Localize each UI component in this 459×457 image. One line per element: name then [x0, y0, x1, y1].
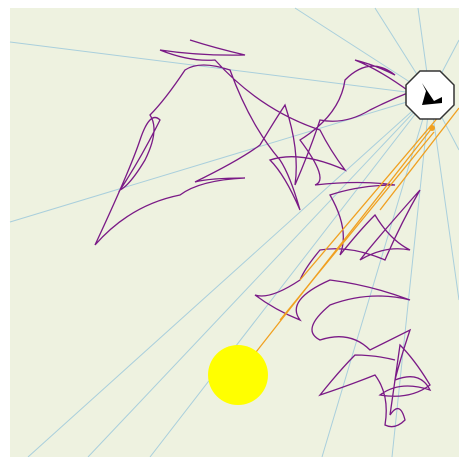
paths: [237, 107, 459, 376]
agent: [405, 70, 455, 120]
waypoint: [429, 125, 435, 131]
goal: [208, 345, 268, 405]
trail: [94, 39, 432, 428]
